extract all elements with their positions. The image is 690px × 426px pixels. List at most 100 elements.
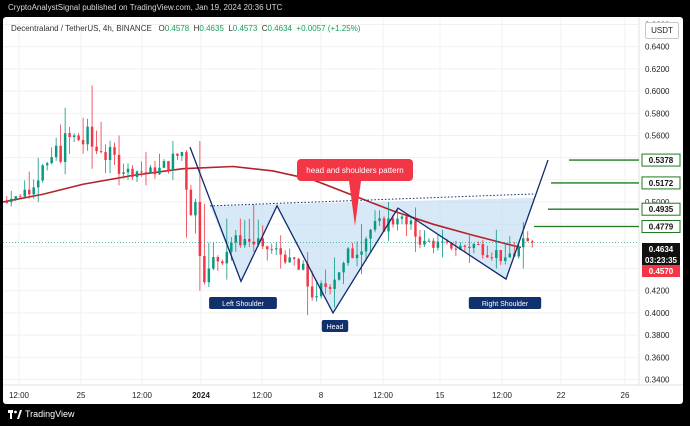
candle-body (351, 248, 354, 259)
change-value: +0.0057 (+1.25%) (296, 24, 361, 33)
countdown-label-box (642, 254, 680, 266)
candle-body (337, 272, 341, 280)
price-tick-label: 0.6000 (645, 87, 670, 96)
price-tick-label: 0.6400 (645, 43, 670, 52)
candle-body (239, 235, 242, 246)
red-level-label-text: 0.4570 (649, 267, 674, 276)
price-tick-label: 0.5800 (645, 109, 670, 118)
target-label-box (641, 176, 681, 190)
tradingview-brand-text: TradingView (25, 409, 75, 419)
candle-body (113, 147, 116, 155)
price-tick-label: 0.4000 (645, 309, 670, 318)
candle-body (400, 216, 404, 219)
candle-body (274, 248, 278, 250)
right-shoulder-label-text: Right Shoulder (482, 301, 529, 308)
time-tick-label: 8 (319, 391, 324, 400)
candle-body (185, 152, 188, 190)
candle-body (162, 161, 166, 168)
candle-body (297, 258, 300, 270)
candle-body (230, 242, 233, 252)
callout-bubble (297, 159, 413, 181)
time-tick-label: 12:00 (132, 391, 153, 400)
candle-body (522, 238, 525, 248)
candle-body (72, 135, 76, 137)
candle-body (387, 218, 390, 232)
pattern-zigzag (189, 146, 549, 315)
candle-body (243, 238, 247, 246)
candle-body (328, 287, 332, 289)
candle-body (378, 218, 381, 222)
left-shoulder-label-text: Left Shoulder (222, 301, 264, 308)
price-axis[interactable]: 0.66000.64000.62000.60000.58000.56000.54… (645, 21, 670, 385)
candle-body (59, 145, 62, 162)
candle-body (459, 245, 462, 250)
candle-body (207, 268, 211, 283)
candle-body (176, 153, 179, 156)
candle-body (171, 153, 175, 171)
right-shoulder-label-box (468, 297, 542, 309)
head-label-text: Head (327, 324, 344, 331)
currency-selector[interactable]: USDT (645, 22, 679, 39)
candle-body (382, 218, 386, 232)
candle-body (117, 154, 121, 174)
candle-body (212, 257, 215, 269)
candle-body (342, 263, 345, 273)
candle-body (86, 126, 89, 145)
candle-body (252, 241, 256, 245)
time-tick-label: 12:00 (9, 391, 30, 400)
symbol-name: Decentraland / TetherUS, 4h, BINANCE (11, 24, 152, 33)
candle-body (266, 246, 269, 250)
candle-body (530, 241, 534, 243)
time-axis[interactable]: 12:00 25 12:00 2024 12:00 8 12:00 15 12:00 22 26 (9, 391, 630, 400)
pattern-overlay: head and shoulders pattern Left Shoulder H… (3, 146, 639, 332)
candle-body (301, 263, 305, 270)
candle-body (36, 180, 40, 188)
candle-body (90, 126, 94, 147)
target-label-text: 0.5172 (649, 179, 674, 188)
candle-body (77, 135, 80, 141)
candle-body (41, 165, 44, 181)
candle-body (45, 163, 49, 166)
candle-body (257, 238, 260, 245)
close-value: 0.4634 (267, 24, 292, 33)
candle-body (490, 257, 494, 259)
time-tick-label: 15 (436, 391, 445, 400)
current-price-label-box (642, 243, 680, 255)
candle-body (373, 221, 377, 230)
candle-body (486, 255, 489, 258)
tradingview-brand[interactable]: TradingView (8, 409, 75, 421)
target-label-box (641, 220, 681, 234)
candle-body (346, 248, 350, 263)
candle-body (436, 241, 440, 248)
candle-body (10, 198, 13, 203)
candle-body (477, 244, 480, 246)
candle-body (126, 168, 130, 173)
symbol-legend[interactable]: Decentraland / TetherUS, 4h, BINANCE O 0.… (11, 24, 360, 33)
candle-body (454, 248, 458, 250)
candle-body (333, 279, 336, 289)
chart-panel[interactable]: head and shoulders pattern Left Shoulder H… (3, 17, 683, 404)
candle-body (140, 171, 143, 173)
candle-body (310, 286, 314, 298)
target-label-text: 0.5378 (649, 156, 674, 165)
left-shoulder-label-box (209, 297, 277, 309)
candle-body (405, 216, 408, 225)
candle-body (153, 167, 157, 175)
candle-body (203, 256, 206, 283)
red-level-label-box (642, 265, 680, 277)
published-text: CryptoAnalystSignal published on Trading… (8, 3, 283, 12)
callout-pointer (349, 181, 361, 226)
high-value: 0.4635 (199, 24, 224, 33)
price-chart[interactable]: head and shoulders pattern Left Shoulder H… (3, 17, 683, 404)
candle-body (189, 189, 193, 216)
candle-body (468, 246, 471, 249)
candle-body (261, 238, 264, 247)
candle-body (198, 201, 202, 257)
candle-body (167, 161, 170, 171)
candle-body (149, 167, 152, 173)
open-label: O (158, 24, 165, 33)
candle-body (248, 238, 251, 242)
target-label-box (641, 153, 681, 167)
candle-body (216, 257, 220, 262)
